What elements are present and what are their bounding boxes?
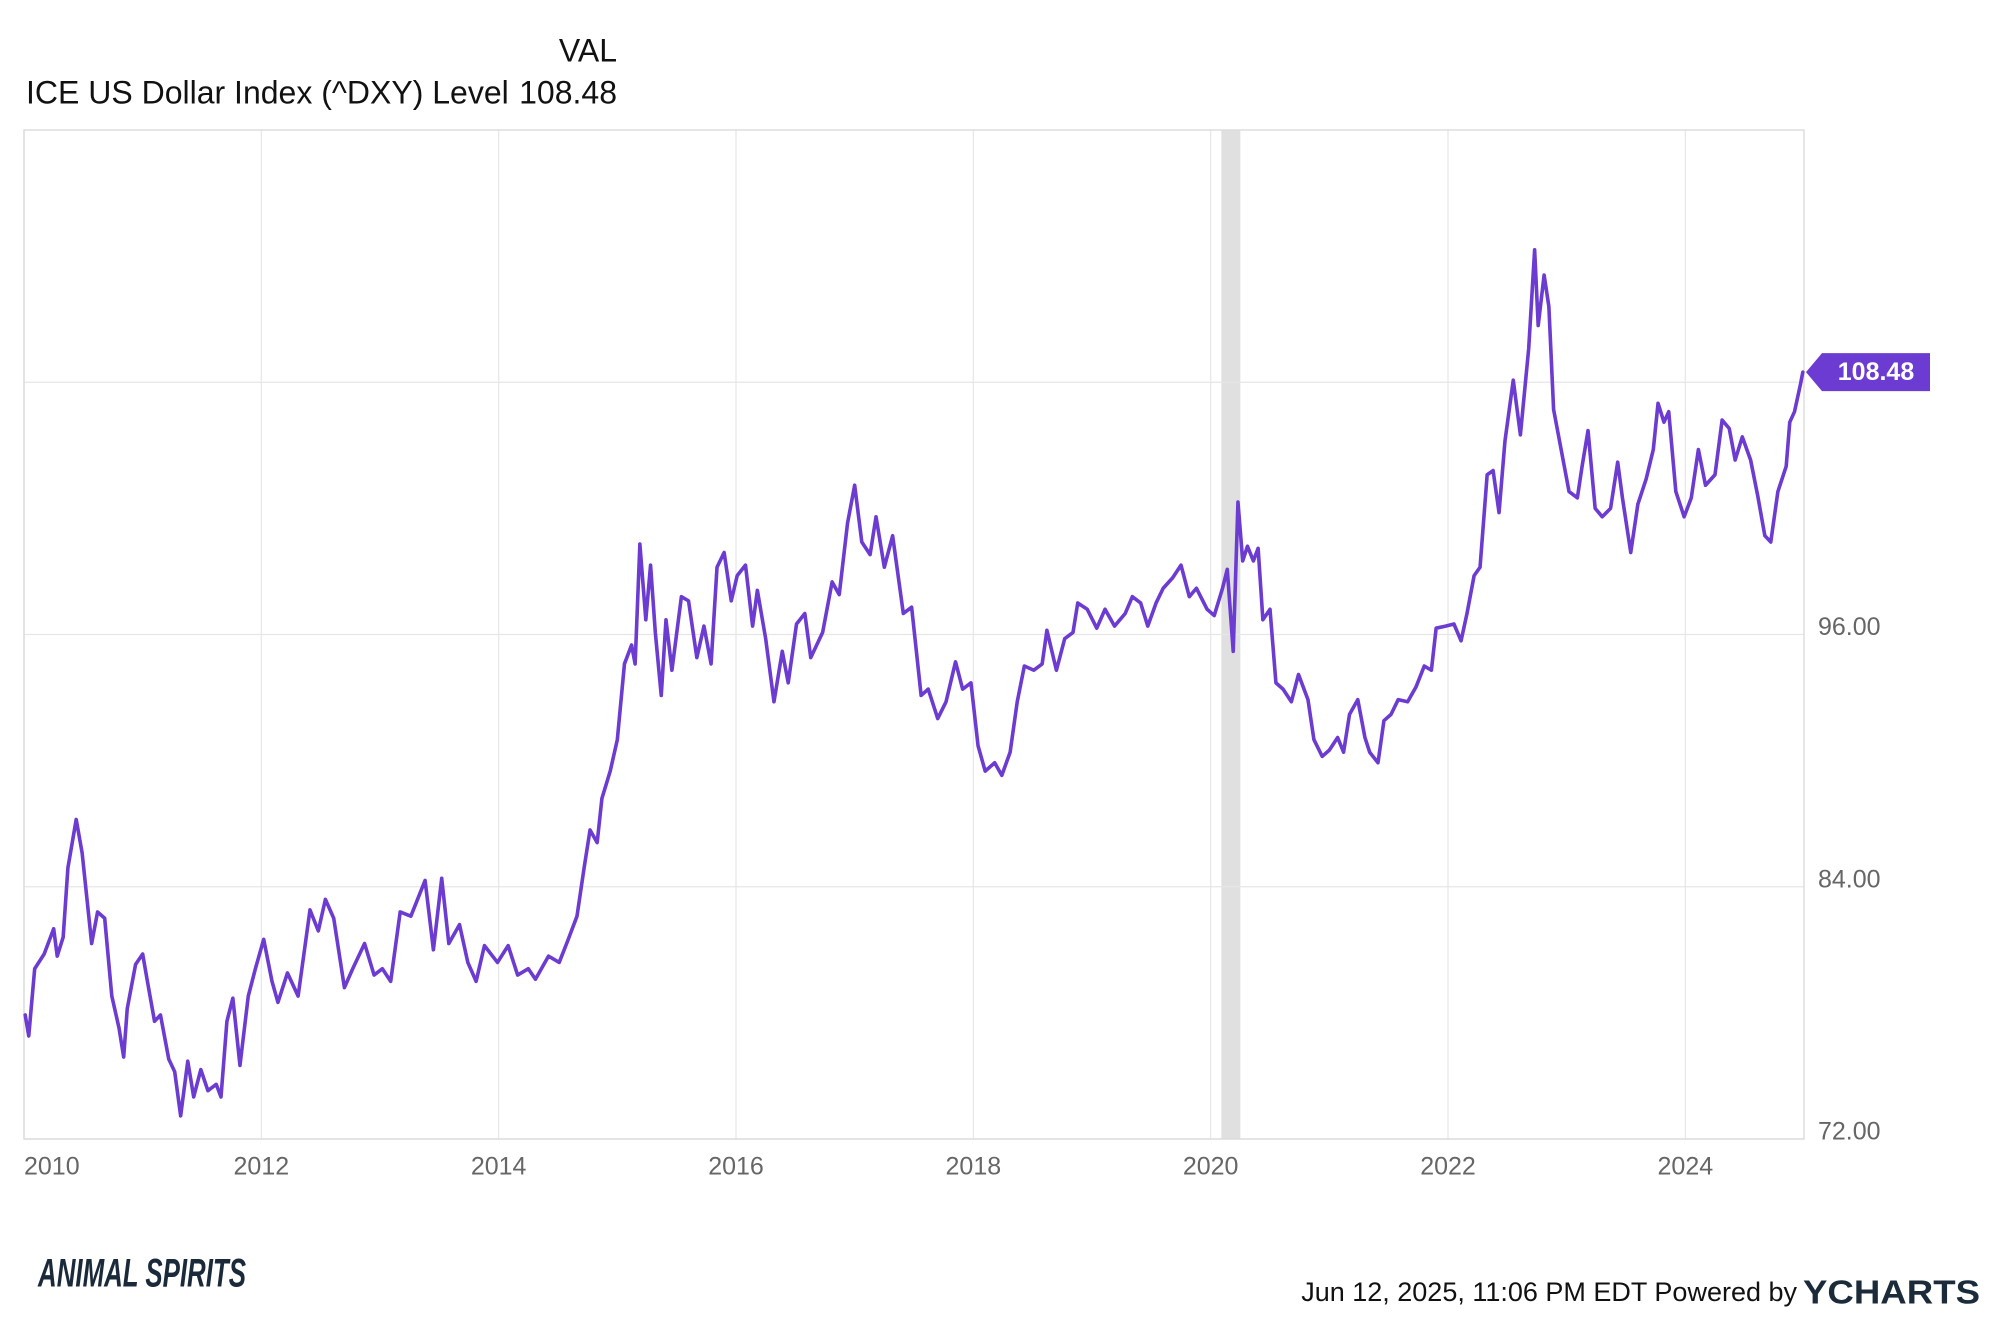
plot-area (23, 129, 1805, 1140)
last-value-badge (1806, 353, 1930, 392)
x-tick-label: 2022 (1420, 1153, 1476, 1181)
footer-timestamp: Jun 12, 2025, 11:06 PM EDT Powered by (1301, 1277, 1797, 1307)
x-tick-label: 2020 (1183, 1153, 1239, 1181)
series-line (23, 248, 1805, 1118)
plot-border (23, 129, 1805, 1140)
series-name: ICE US Dollar Index (^DXY) Level (26, 74, 509, 110)
x-tick-label: 2010 (24, 1153, 80, 1181)
x-tick-label: 2018 (946, 1153, 1002, 1181)
x-tick-label: 2014 (471, 1153, 527, 1181)
y-tick-label: 72.00 (1818, 1118, 1881, 1146)
current-value: 108.48 (519, 74, 617, 110)
animal-spirits-logo: ANIMAL SPIRITS (37, 1252, 246, 1296)
last-value-label: 108.48 (1838, 358, 1915, 386)
x-tick-label: 2024 (1658, 1153, 1714, 1181)
ycharts-logo: YCHARTS (1803, 1274, 1980, 1311)
x-tick-label: 2012 (234, 1153, 290, 1181)
value-header: VAL (559, 32, 617, 68)
x-tick-label: 2016 (708, 1153, 764, 1181)
y-tick-label: 84.00 (1818, 865, 1881, 893)
y-tick-label: 96.00 (1818, 613, 1881, 641)
